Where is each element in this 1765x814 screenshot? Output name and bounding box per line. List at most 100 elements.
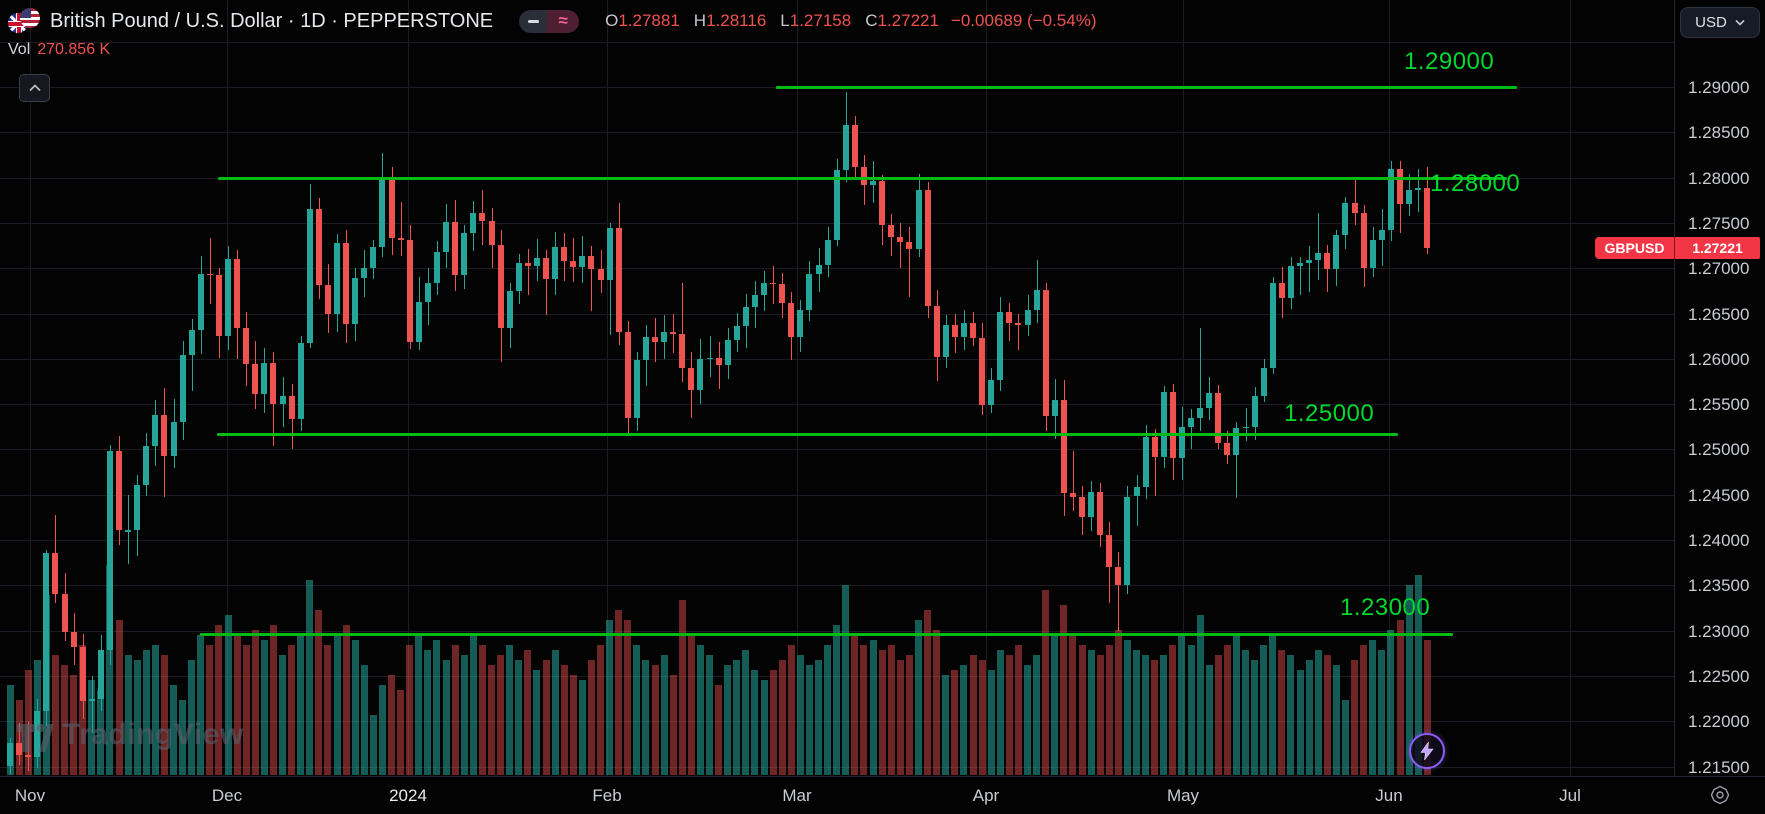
time-axis[interactable]: Nov Dec 2024 Feb Mar Apr May Jun Jul [0, 776, 1765, 814]
price-tick-label: 1.23500 [1688, 576, 1750, 596]
candle-wick [1354, 176, 1356, 225]
hide-indicator-button[interactable] [519, 9, 548, 33]
candle-body [915, 190, 922, 250]
candle-body [1188, 417, 1195, 427]
volume-bar [960, 665, 968, 775]
candle-body [88, 698, 95, 702]
time-tick-label: Dec [211, 786, 243, 805]
candle-wick [1191, 408, 1193, 450]
volume-bar [606, 620, 614, 775]
close-value: 1.27221 [877, 11, 939, 30]
candle-body [1133, 486, 1140, 497]
chevron-down-icon [1735, 19, 1745, 26]
volume-bar [1078, 645, 1086, 775]
volume-bar [696, 645, 704, 775]
volume-bar [760, 680, 768, 775]
watermark-text: TradingView [62, 718, 244, 751]
volume-bar [1069, 635, 1077, 775]
candle-body [806, 273, 813, 310]
volume-bar [624, 620, 632, 775]
price-level-label: 1.28000 [1430, 170, 1521, 197]
volume-bar [188, 660, 196, 775]
symbol-title[interactable]: British Pound / U.S. Dollar · 1D · PEPPE… [50, 9, 494, 32]
volume-bar [642, 660, 650, 775]
volume-bar [124, 655, 132, 775]
volume-bar [1314, 650, 1322, 775]
price-axis[interactable]: 1.29000 1.28500 1.28000 1.27500 1.27000 1.265… [1674, 0, 1765, 777]
candle-body [1406, 190, 1413, 204]
volume-bar [451, 645, 459, 775]
time-tick-label: 2024 [389, 786, 427, 805]
candle-body [524, 262, 531, 267]
volume-bar [724, 665, 732, 775]
volume-label[interactable]: Vol [8, 41, 31, 58]
candle-body [1251, 395, 1258, 427]
candle-body [515, 262, 522, 291]
volume-bar [324, 645, 332, 775]
candle-body [1269, 282, 1276, 368]
volume-bar [560, 665, 568, 775]
volume-bar [179, 700, 187, 775]
price-level-line[interactable] [200, 633, 1453, 636]
volume-bar [342, 625, 350, 775]
candle-wick [1236, 422, 1238, 499]
candle-body [397, 238, 404, 241]
price-tick-label: 1.22500 [1688, 666, 1750, 686]
volume-bar [460, 655, 468, 775]
volume-bar [933, 630, 941, 775]
volume-bar [1405, 585, 1413, 775]
candle-wick [1136, 474, 1138, 527]
volume-bar [1005, 655, 1013, 775]
tradingview-watermark[interactable]: TradingView [16, 718, 244, 752]
price-level-line[interactable] [217, 433, 1398, 436]
price-tick-label: 1.28500 [1688, 123, 1750, 143]
candle-body [697, 358, 704, 390]
volume-value: 270.856 K [37, 41, 111, 58]
collapse-pane-button[interactable] [19, 74, 50, 102]
volume-bar [488, 665, 495, 775]
volume-bar [1060, 605, 1068, 775]
candle-body [1224, 443, 1231, 455]
candle-body [533, 258, 540, 267]
candle-body [924, 190, 931, 307]
volume-bar [1251, 660, 1259, 775]
candle-body [61, 594, 68, 633]
candle-body [406, 240, 413, 342]
candle-wick [546, 250, 547, 316]
candle-body [1215, 393, 1222, 444]
volume-bar [151, 645, 159, 775]
price-tick-label: 1.24500 [1688, 485, 1750, 505]
candle-body [261, 363, 268, 395]
volume-bar [896, 660, 904, 775]
candle-body [751, 295, 758, 308]
volume-bar [733, 660, 741, 775]
volume-bar [1269, 635, 1277, 775]
time-tick-label: May [1166, 786, 1200, 805]
candle-body [779, 283, 786, 303]
volume-bar [1123, 640, 1131, 775]
gridline-horizontal [0, 132, 1674, 134]
axis-settings-button[interactable] [1705, 781, 1735, 809]
price-level-line[interactable] [218, 177, 1507, 180]
volume-bar [1414, 575, 1422, 775]
candle-body [870, 181, 877, 185]
candle-body [415, 301, 422, 342]
price-tick-label: 1.27500 [1688, 213, 1750, 233]
wave-indicator-button[interactable]: ≈ [547, 9, 580, 33]
candle-body [225, 259, 232, 337]
candle-body [543, 258, 549, 280]
time-tick-label: Mar [782, 786, 812, 805]
candle-body [770, 282, 777, 285]
candle-body [561, 247, 568, 261]
price-level-line[interactable] [776, 86, 1517, 89]
candle-body [1024, 309, 1031, 326]
volume-bar [742, 650, 750, 775]
volume-bar [1105, 645, 1113, 775]
candle-body [988, 379, 995, 405]
candle-body [888, 224, 895, 238]
volume-bar [1133, 650, 1141, 775]
currency-dropdown[interactable]: USD [1680, 7, 1760, 38]
boost-lightning-button[interactable] [1409, 733, 1445, 769]
last-price-badge: GBPUSD 1.27221 [1595, 237, 1760, 260]
chart-plot-area[interactable]: 1.29000 1.28000 1.25000 1.23000 [0, 0, 1674, 776]
